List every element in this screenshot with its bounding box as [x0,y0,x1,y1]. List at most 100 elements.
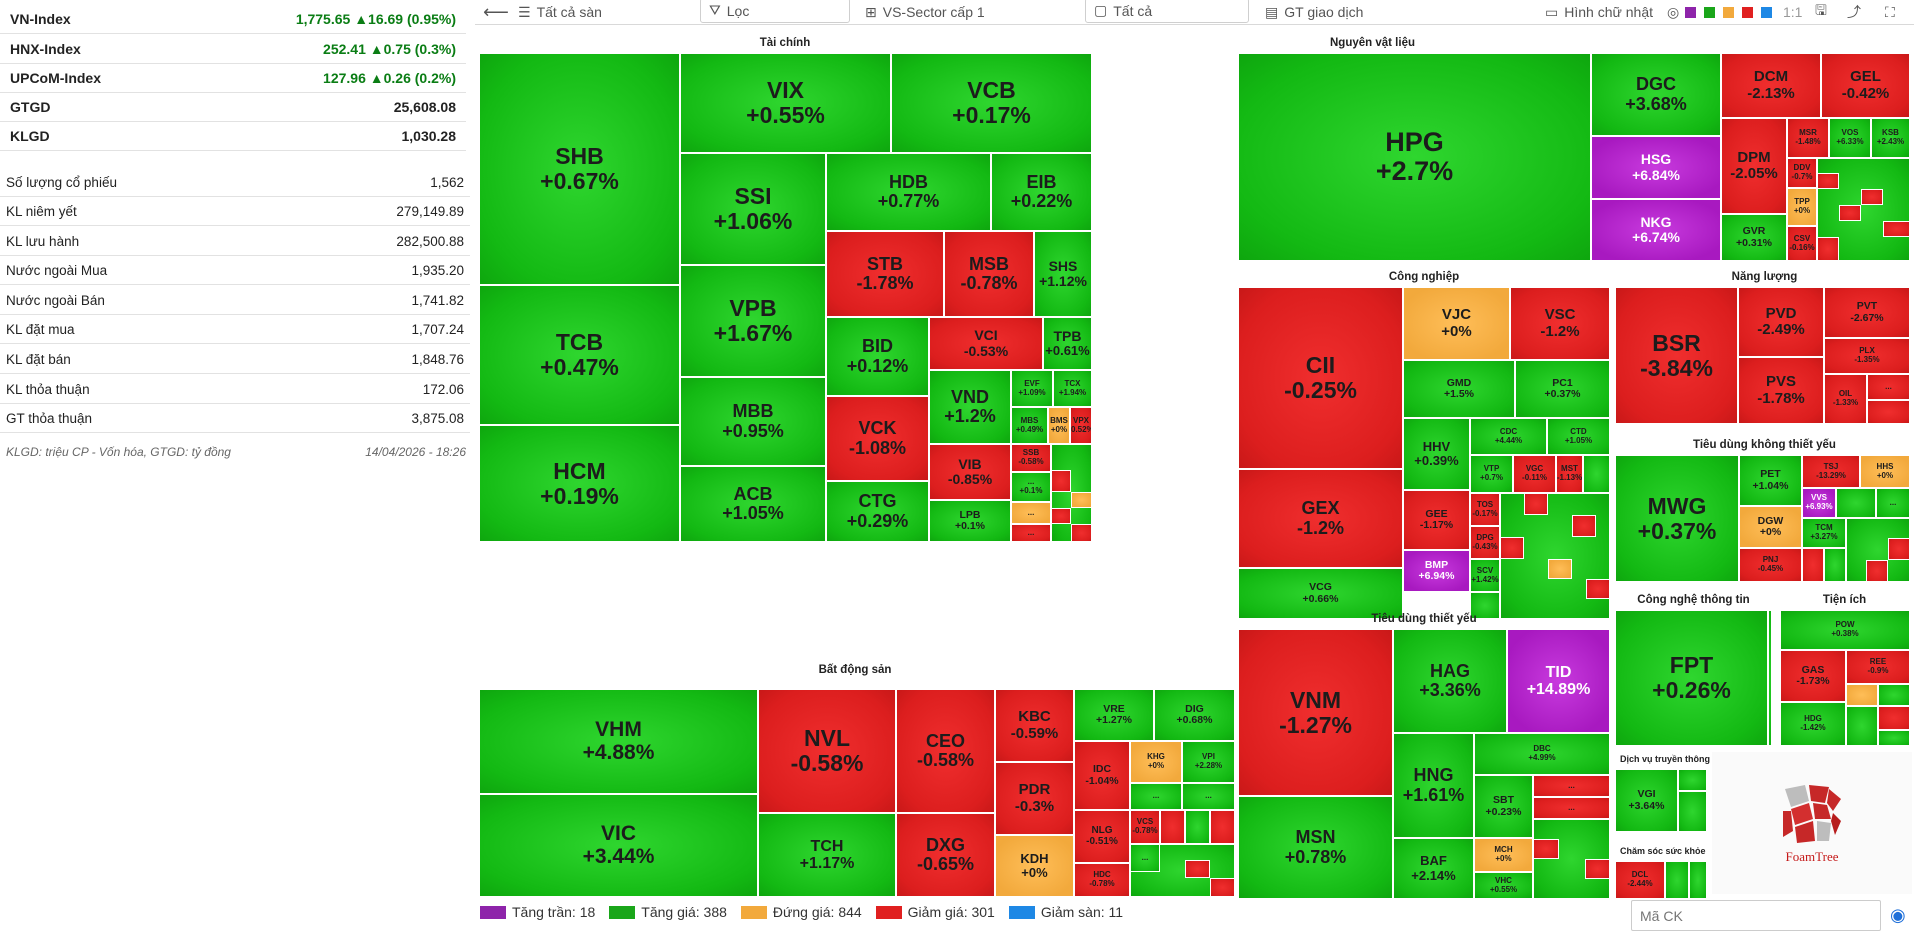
stock-tile[interactable]: KSB +2.43% [1871,118,1910,158]
stock-tile[interactable]: DGW +0% [1739,506,1802,548]
stock-tile[interactable]: PVS -1.78% [1738,357,1824,424]
index-row-hnxindex[interactable]: HNX-Index 252.41 ▲0.75 (0.3%) [0,35,466,64]
stock-tile[interactable]: DDV -0.7% [1787,158,1817,188]
stock-tile[interactable]: NVL -0.58% [758,689,896,813]
stock-tile[interactable]: DIG +0.68% [1154,689,1235,741]
stock-tile[interactable]: KBC -0.59% [995,689,1074,762]
stock-tile[interactable] [1470,592,1500,619]
stock-tile[interactable]: NKG +6.74% [1591,199,1721,261]
stock-tile[interactable]: VVS +6.93% [1802,488,1836,518]
stock-tile[interactable] [1883,221,1910,237]
stock-tile[interactable]: EVF +1.09% [1011,370,1053,407]
swatch-red[interactable] [1742,6,1754,18]
stock-tile[interactable] [1824,548,1846,582]
stock-tile[interactable]: DGC +3.68% [1591,53,1721,136]
stock-tile[interactable]: VND +1.2% [929,370,1011,444]
stock-tile[interactable]: BMS +0% [1048,407,1070,444]
stock-tile[interactable]: PLX -1.35% [1824,338,1910,374]
stock-tile[interactable]: VPI +2.28% [1182,741,1235,783]
legend-item[interactable]: Tăng giá: 388 [609,904,727,920]
stock-tile[interactable] [1689,861,1707,899]
stock-tile[interactable]: ... [1533,775,1610,797]
stock-tile[interactable]: ACB +1.05% [680,466,826,542]
stock-tile[interactable]: VHC +0.55% [1474,872,1533,899]
stock-tile[interactable] [1500,537,1524,559]
stock-tile[interactable]: ... [1011,502,1051,524]
stock-tile[interactable]: ... [1867,374,1910,400]
stock-tile[interactable]: VGC -0.11% [1513,455,1556,493]
stock-tile[interactable] [1888,538,1910,560]
stock-tile[interactable] [1817,237,1839,261]
stock-tile[interactable] [1817,173,1839,189]
stock-tile[interactable]: MSR -1.48% [1787,118,1829,158]
ratio-toggle[interactable]: 1:1 [1783,4,1803,20]
stock-tile[interactable]: VOS +6.33% [1829,118,1871,158]
stock-tile[interactable]: VPB +1.67% [680,265,826,377]
floor-select[interactable]: ☰ Tất cả sàn [518,3,602,21]
stock-tile[interactable]: TOS -0.17% [1470,493,1500,526]
stock-tile[interactable]: OIL -1.33% [1824,374,1867,424]
stock-tile[interactable]: MSB -0.78% [944,231,1034,317]
stock-tile[interactable]: TCX +1.94% [1053,370,1092,407]
stock-tile[interactable] [1866,560,1888,582]
value-mode-select[interactable]: ▤ GT giao dịch [1265,3,1364,21]
stock-tile[interactable] [1678,769,1707,791]
stock-tile[interactable]: MWG +0.37% [1615,455,1739,582]
stock-tile[interactable]: VRE +1.27% [1074,689,1154,741]
stock-tile[interactable]: REE -0.9% [1846,650,1910,684]
stock-tile[interactable]: EIB +0.22% [991,153,1092,231]
stock-tile[interactable] [1071,492,1092,508]
stock-tile[interactable]: LPB +0.1% [929,500,1011,542]
stock-tile[interactable] [1846,684,1878,706]
stock-tile[interactable]: SHB +0.67% [479,53,680,285]
fullscreen-icon[interactable]: ⛶ [1885,3,1895,20]
stock-tile[interactable] [1548,559,1572,579]
stock-tile[interactable]: GEL -0.42% [1821,53,1910,118]
stock-tile[interactable]: TCM +3.27% [1802,518,1846,548]
stock-tile[interactable]: HHS +0% [1860,455,1910,488]
stock-tile[interactable] [1071,524,1092,542]
stock-tile[interactable] [1572,515,1596,537]
stock-tile[interactable]: SBT +0.23% [1474,775,1533,838]
stock-tile[interactable]: GEX -1.2% [1238,469,1403,568]
color-palette[interactable]: ◎ [1667,0,1774,24]
stock-tile[interactable]: VNM -1.27% [1238,629,1393,796]
stock-tile[interactable] [1839,205,1861,221]
stock-tile[interactable]: MBB +0.95% [680,377,826,466]
stock-tile[interactable]: TPB +0.61% [1043,317,1092,370]
stock-tile[interactable]: STB -1.78% [826,231,944,317]
stock-tile[interactable]: PET +1.04% [1739,455,1802,506]
stock-tile[interactable]: HPG +2.7% [1238,53,1591,261]
shape-select[interactable]: ▭ Hình chữ nhật [1545,3,1653,21]
legend-item[interactable]: Giảm giá: 301 [875,904,995,920]
stock-tile[interactable]: PNJ -0.45% [1739,548,1802,582]
stock-tile[interactable]: HNG +1.61% [1393,733,1474,838]
arrow-left-icon[interactable]: ⟵ [483,1,509,22]
stock-tile[interactable]: MST -1.13% [1556,455,1583,493]
stock-tile[interactable]: POW +0.38% [1780,610,1910,650]
stock-tile[interactable]: VHM +4.88% [479,689,758,794]
stock-tile[interactable]: IDC -1.04% [1074,741,1130,810]
stock-tile[interactable] [1586,579,1610,599]
stock-tile[interactable] [1185,810,1210,844]
stock-tile[interactable]: PC1 +0.37% [1515,360,1610,418]
stock-tile[interactable]: SSB -0.58% [1011,444,1051,472]
stock-tile[interactable]: HSG +6.84% [1591,136,1721,199]
stock-tile[interactable] [1878,706,1910,730]
stock-tile[interactable]: TCB +0.47% [479,285,680,425]
stock-tile[interactable]: CTD +1.05% [1547,418,1610,455]
stock-tile[interactable]: SSI +1.06% [680,153,826,265]
stock-tile[interactable] [1585,859,1610,879]
stock-tile[interactable] [1878,730,1910,746]
filter-input[interactable]: ⛛ Lọc [700,0,850,23]
stock-tile[interactable]: HDB +0.77% [826,153,991,231]
swatch-green[interactable] [1704,6,1716,18]
stock-tile[interactable]: VCK -1.08% [826,396,929,481]
stock-tile[interactable]: TID +14.89% [1507,629,1610,733]
stock-tile[interactable]: BID +0.12% [826,317,929,396]
stock-tile[interactable]: VCI -0.53% [929,317,1043,370]
stock-tile[interactable]: VCG +0.66% [1238,568,1403,619]
stock-tile[interactable]: NLG -0.51% [1074,810,1130,863]
stock-tile[interactable]: ... [1130,844,1160,872]
stock-tile[interactable]: DPM -2.05% [1721,118,1787,214]
